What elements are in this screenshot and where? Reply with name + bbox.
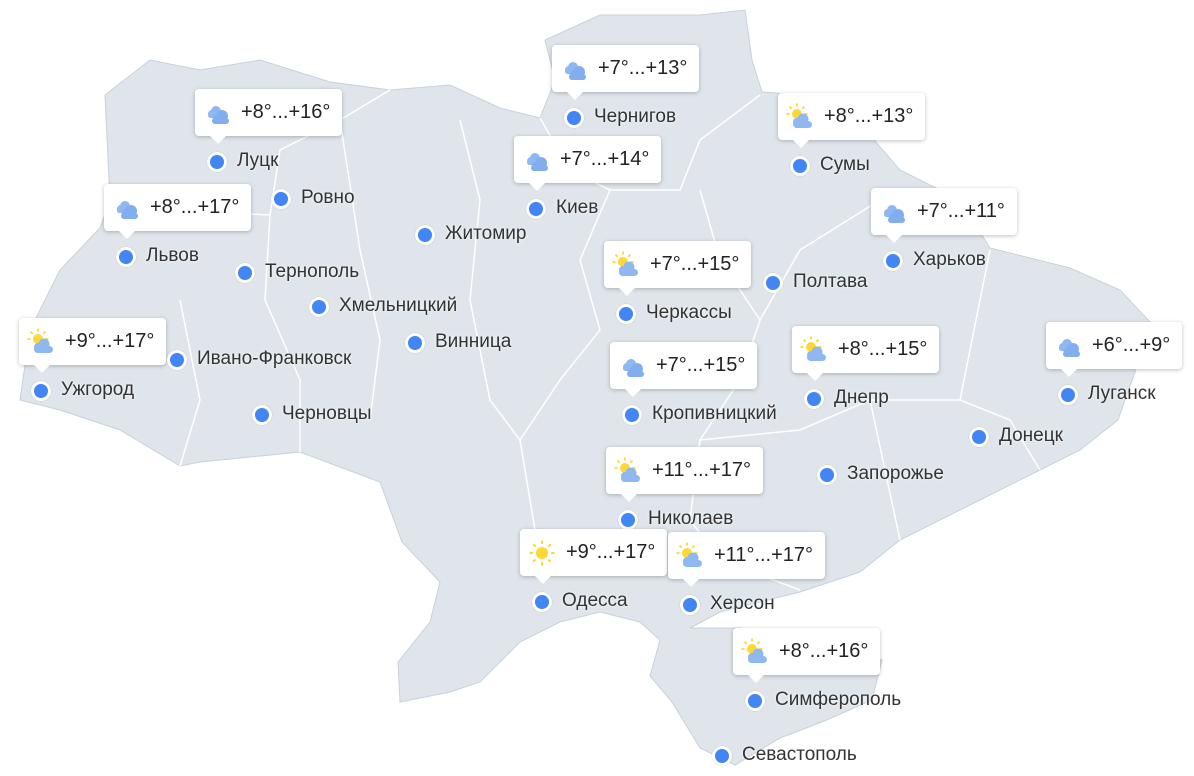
city-2-marker[interactable] (790, 156, 810, 176)
city-22-marker[interactable] (532, 592, 552, 612)
temperature-range: +9°...+17° (65, 330, 155, 352)
city-label[interactable]: Севастополь (742, 744, 857, 765)
city-label[interactable]: Ивано-Франковск (197, 348, 352, 369)
ukraine-shape (19, 9, 1151, 766)
temperature-range: +11°...+17° (714, 544, 814, 566)
forecast-tooltip[interactable]: +6°...+9° (1046, 322, 1183, 377)
city-label[interactable]: Полтава (793, 271, 868, 292)
temperature-range: +7°...+15° (656, 354, 746, 376)
temperature-range: +8°...+16° (779, 640, 869, 662)
city-label[interactable]: Киев (556, 197, 599, 218)
city-label[interactable]: Днепр (834, 387, 889, 408)
city-label[interactable]: Запорожье (847, 463, 944, 484)
city-19-marker[interactable] (969, 427, 989, 447)
forecast-tooltip[interactable]: +7°...+14° (514, 136, 662, 191)
partly-sunny-icon (786, 103, 812, 128)
city-10-marker[interactable] (763, 273, 783, 293)
temperature-range: +8°...+13° (824, 105, 914, 127)
city-label[interactable]: Херсон (710, 593, 775, 614)
cloudy-icon (623, 358, 644, 377)
temperature-range: +6°...+9° (1092, 334, 1171, 356)
forecast-tooltip[interactable]: +9°...+17° (19, 318, 167, 373)
forecast-tooltip[interactable]: +7°...+13° (552, 45, 700, 100)
cloudy-icon (208, 105, 229, 124)
city-label[interactable]: Хмельницкий (339, 295, 458, 316)
cloudy-icon (527, 152, 548, 171)
city-label[interactable]: Сумы (820, 154, 870, 175)
city-20-marker[interactable] (817, 465, 837, 485)
city-15-marker[interactable] (804, 389, 824, 409)
city-3-marker[interactable] (526, 199, 546, 219)
city-5-marker[interactable] (116, 247, 136, 267)
city-12-marker[interactable] (31, 381, 51, 401)
city-label[interactable]: Чернигов (594, 106, 677, 127)
city-label[interactable]: Черкассы (646, 302, 732, 323)
city-label[interactable]: Одесса (562, 590, 628, 611)
forecast-tooltip[interactable]: +8°...+13° (778, 93, 926, 148)
forecast-tooltip[interactable]: +8°...+17° (104, 184, 252, 239)
city-24-marker[interactable] (745, 691, 765, 711)
temperature-range: +7°...+13° (598, 57, 688, 79)
forecast-tooltip[interactable]: +8°...+16° (195, 89, 343, 144)
city-label[interactable]: Тернополь (265, 261, 360, 282)
city-label[interactable]: Ужгород (61, 379, 135, 400)
city-label[interactable]: Львов (146, 245, 199, 266)
city-label[interactable]: Донецк (999, 425, 1063, 446)
forecast-tooltip[interactable]: +8°...+15° (792, 326, 940, 381)
partly-sunny-icon (614, 457, 640, 482)
forecast-tooltip[interactable]: +7°...+11° (871, 188, 1017, 243)
city-7-marker[interactable] (883, 251, 903, 271)
city-25-marker[interactable] (712, 746, 732, 766)
city-0-marker[interactable] (564, 108, 584, 128)
city-6-marker[interactable] (415, 225, 435, 245)
partly-sunny-icon (741, 638, 767, 663)
temperature-range: +7°...+15° (650, 253, 740, 275)
city-label[interactable]: Луганск (1088, 383, 1156, 404)
city-23-marker[interactable] (680, 595, 700, 615)
city-14-marker[interactable] (405, 333, 425, 353)
partly-sunny-icon (612, 251, 638, 276)
temperature-range: +8°...+17° (150, 196, 240, 218)
partly-sunny-icon (800, 336, 826, 361)
sunny-icon (529, 540, 555, 565)
city-label[interactable]: Кропивницкий (652, 403, 777, 424)
forecast-tooltip[interactable]: +8°...+16° (733, 628, 881, 683)
temperature-range: +8°...+16° (241, 101, 331, 123)
temperature-range: +11°...+17° (652, 459, 752, 481)
partly-sunny-icon (676, 542, 702, 567)
city-label[interactable]: Черновцы (282, 403, 372, 424)
city-1-marker[interactable] (207, 152, 227, 172)
cloudy-icon (1059, 338, 1080, 357)
forecast-tooltip[interactable]: +7°...+15° (610, 342, 758, 397)
forecast-tooltip[interactable]: +11°...+17° (606, 447, 764, 502)
city-label[interactable]: Луцк (237, 150, 279, 171)
cloudy-icon (117, 200, 138, 219)
partly-sunny-icon (27, 328, 53, 353)
temperature-range: +7°...+14° (560, 148, 650, 170)
city-17-marker[interactable] (622, 405, 642, 425)
city-label[interactable]: Винница (435, 331, 512, 352)
forecast-tooltip[interactable]: +7°...+15° (604, 241, 752, 296)
city-label[interactable]: Харьков (913, 249, 986, 270)
city-4-marker[interactable] (271, 189, 291, 209)
forecast-tooltip[interactable]: +9°...+17° (520, 529, 668, 584)
city-18-marker[interactable] (252, 405, 272, 425)
city-label[interactable]: Николаев (648, 508, 734, 529)
cloudy-icon (884, 204, 905, 223)
city-9-marker[interactable] (616, 304, 636, 324)
city-16-marker[interactable] (1058, 385, 1078, 405)
temperature-range: +7°...+11° (917, 200, 1005, 222)
city-11-marker[interactable] (309, 297, 329, 317)
city-label[interactable]: Ровно (301, 187, 355, 208)
temperature-range: +8°...+15° (838, 338, 928, 360)
city-label[interactable]: Житомир (445, 223, 527, 244)
city-8-marker[interactable] (235, 263, 255, 283)
cloudy-icon (565, 61, 586, 80)
city-13-marker[interactable] (167, 350, 187, 370)
temperature-range: +9°...+17° (566, 541, 656, 563)
forecast-tooltip[interactable]: +11°...+17° (668, 532, 826, 587)
city-21-marker[interactable] (618, 510, 638, 530)
city-label[interactable]: Симферополь (775, 689, 902, 710)
